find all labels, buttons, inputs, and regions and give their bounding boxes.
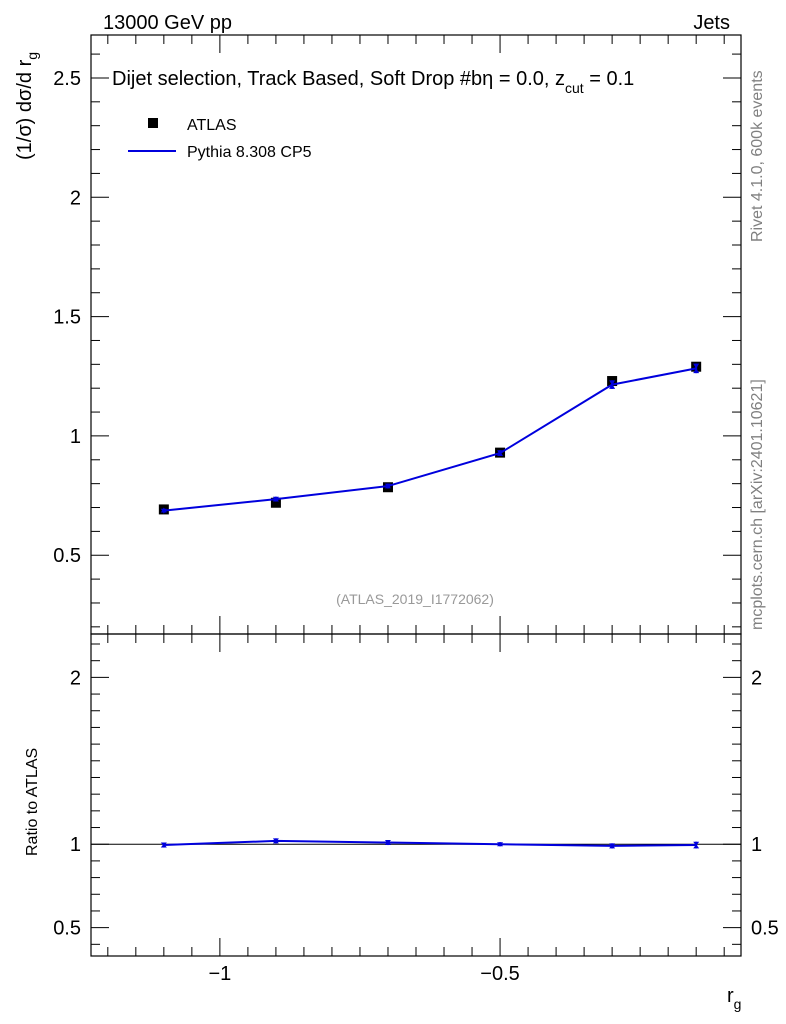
ratio-y-ticks	[91, 643, 741, 945]
pythia-error-cap	[160, 508, 167, 514]
plot-title: Dijet selection, Track Based, Soft Drop …	[112, 68, 634, 96]
legend-atlas-label: ATLAS	[187, 117, 237, 134]
main-y-axis-label: (1/σ) dσ/d rg	[14, 52, 40, 160]
pythia-error-cap	[497, 450, 504, 456]
main-series-layer	[158, 361, 702, 515]
ratio-error-cap	[272, 838, 279, 843]
source-label: mcplots.cern.ch [arXiv:2401.10621]	[749, 379, 766, 630]
main-y-tick-label: 2.5	[53, 68, 81, 90]
rivet-label: Rivet 4.1.0, 600k events	[749, 70, 766, 242]
ratio-error-cap	[609, 843, 616, 848]
main-y-tick-label: 2	[70, 187, 81, 209]
ratio-error-cap	[384, 840, 391, 845]
energy-label: 13000 GeV pp	[103, 12, 232, 34]
x-ticks	[107, 35, 725, 956]
ratio-plot-frame	[90, 633, 742, 957]
pythia-error-cap	[272, 496, 279, 502]
main-y-tick-label: 1.5	[53, 307, 81, 329]
ratio-y-tick-label-right: 0.5	[751, 918, 779, 940]
main-y-ticks	[91, 53, 741, 628]
pythia-line	[163, 367, 697, 512]
main-y-tick-labels: 0.5 1 1.5 2 2.5	[53, 68, 81, 567]
pythia-error-cap	[693, 368, 700, 374]
ratio-y-tick-label-right: 2	[751, 667, 762, 689]
ratio-line	[163, 839, 697, 847]
legend: ATLAS Pythia 8.308 CP5	[128, 117, 312, 161]
x-tick-label: −0.5	[480, 963, 519, 985]
ratio-y-tick-labels: 0.5 0.5 1 1 2 2	[53, 667, 779, 939]
ratio-y-tick-label-right: 1	[751, 834, 762, 856]
ratio-series-layer	[160, 838, 700, 849]
pythia-error-cap	[693, 363, 700, 369]
legend-pythia-label: Pythia 8.308 CP5	[187, 144, 312, 161]
ratio-y-tick-label: 1	[70, 834, 81, 856]
ratio-error-cap	[497, 842, 504, 847]
x-axis-label: rg	[727, 985, 741, 1012]
pythia-error-cap	[609, 380, 616, 386]
main-y-tick-label: 0.5	[53, 545, 81, 567]
ratio-error-cap	[693, 841, 700, 846]
pythia-error-cap	[384, 483, 391, 489]
x-tick-labels: −1 −0.5	[208, 963, 519, 985]
pythia-error-cap	[609, 383, 616, 389]
x-tick-label: −1	[208, 963, 231, 985]
ratio-y-axis-label: Ratio to ATLAS	[24, 748, 41, 856]
ratio-error-cap	[160, 842, 167, 847]
ratio-y-tick-label: 0.5	[53, 918, 81, 940]
analysis-id: (ATLAS_2019_I1772062)	[336, 591, 494, 607]
ratio-error-cap	[693, 844, 700, 849]
legend-atlas-marker	[148, 118, 158, 128]
ratio-y-tick-label: 2	[70, 667, 81, 689]
atlas-data-point	[270, 497, 281, 508]
main-y-tick-label: 1	[70, 426, 81, 448]
category-label: Jets	[693, 12, 730, 34]
